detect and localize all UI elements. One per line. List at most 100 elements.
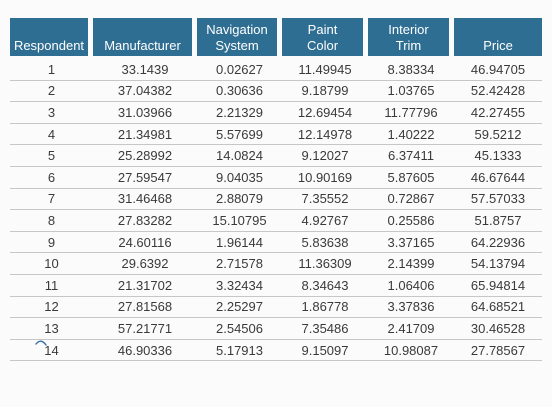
cell-navigation-system: 5.17913 <box>197 340 282 362</box>
column-header-line: System <box>215 38 259 53</box>
cell-price: 30.46528 <box>454 318 542 340</box>
cell-respondent: 12 <box>10 297 93 319</box>
cell-paint-color: 1.86778 <box>282 297 368 319</box>
cell-paint-color: 4.92767 <box>282 210 368 232</box>
cell-navigation-system: 2.71578 <box>197 253 282 275</box>
cell-interior-trim: 5.87605 <box>368 167 454 189</box>
table-row: 11 21.31702 3.32434 8.34643 1.06406 65.94814 <box>10 275 542 297</box>
column-header-respondent: Respondent <box>10 18 93 56</box>
data-table-container: Respondent Manufacturer Navigation System Pa… <box>10 18 542 362</box>
table-row: 7 31.46468 2.88079 7.35552 0.72867 57.57033 <box>10 189 542 211</box>
cell-respondent: 1 <box>10 59 93 81</box>
cell-interior-trim: 2.14399 <box>368 253 454 275</box>
cell-manufacturer: 27.59547 <box>93 167 197 189</box>
cell-interior-trim: 1.03765 <box>368 81 454 103</box>
cell-interior-trim: 8.38334 <box>368 59 454 81</box>
cell-interior-trim: 0.25586 <box>368 210 454 232</box>
cell-respondent: 13 <box>10 318 93 340</box>
cell-paint-color: 7.35552 <box>282 189 368 211</box>
cell-paint-color: 9.18799 <box>282 81 368 103</box>
column-header-line: Respondent <box>13 38 85 53</box>
cell-price: 46.67644 <box>454 167 542 189</box>
cell-navigation-system: 3.32434 <box>197 275 282 297</box>
column-header-line: Manufacturer <box>104 38 181 53</box>
cell-manufacturer: 25.28992 <box>93 145 197 167</box>
cell-paint-color: 5.83638 <box>282 232 368 254</box>
cell-price: 45.1333 <box>454 145 542 167</box>
table-header: Respondent Manufacturer Navigation System Pa… <box>10 18 542 56</box>
table-row: 8 27.83282 15.10795 4.92767 0.25586 51.8757 <box>10 210 542 232</box>
cell-respondent: 2 <box>10 81 93 103</box>
cell-respondent: 5 <box>10 145 93 167</box>
cell-price: 59.5212 <box>454 124 542 146</box>
table-row: 14 46.90336 5.17913 9.15097 10.98087 27.78567 <box>10 340 542 362</box>
column-header-line: Interior <box>388 22 429 37</box>
cell-navigation-system: 5.57699 <box>197 124 282 146</box>
column-header-navigation-system: Navigation System <box>197 18 282 56</box>
cell-price: 52.42428 <box>454 81 542 103</box>
cell-navigation-system: 2.88079 <box>197 189 282 211</box>
cell-paint-color: 12.14978 <box>282 124 368 146</box>
column-header-line: Navigation <box>206 22 268 37</box>
cell-interior-trim: 3.37165 <box>368 232 454 254</box>
column-header-manufacturer: Manufacturer <box>93 18 197 56</box>
cell-interior-trim: 2.41709 <box>368 318 454 340</box>
table-row: 5 25.28992 14.0824 9.12027 6.37411 45.1333 <box>10 145 542 167</box>
cell-manufacturer: 57.21771 <box>93 318 197 340</box>
cell-interior-trim: 11.77796 <box>368 102 454 124</box>
cell-manufacturer: 31.03966 <box>93 102 197 124</box>
column-header-interior-trim: Interior Trim <box>368 18 454 56</box>
cell-navigation-system: 2.54506 <box>197 318 282 340</box>
cell-manufacturer: 31.46468 <box>93 189 197 211</box>
cell-navigation-system: 9.04035 <box>197 167 282 189</box>
cell-navigation-system: 0.02627 <box>197 59 282 81</box>
table-row: 4 21.34981 5.57699 12.14978 1.40222 59.5212 <box>10 124 542 146</box>
table-row: 2 37.04382 0.30636 9.18799 1.03765 52.42428 <box>10 81 542 103</box>
cell-interior-trim: 3.37836 <box>368 297 454 319</box>
cell-price: 64.68521 <box>454 297 542 319</box>
cell-interior-trim: 1.40222 <box>368 124 454 146</box>
table-body: 1 33.1439 0.02627 11.49945 8.38334 46.94705 2 3… <box>10 56 542 362</box>
cell-manufacturer: 46.90336 <box>93 340 197 362</box>
column-header-paint-color: Paint Color <box>282 18 368 56</box>
column-header-line: Paint <box>307 22 338 37</box>
table-row: 10 29.6392 2.71578 11.36309 2.14399 54.13794 <box>10 253 542 275</box>
cell-price: 65.94814 <box>454 275 542 297</box>
cell-respondent: 7 <box>10 189 93 211</box>
cell-navigation-system: 0.30636 <box>197 81 282 103</box>
cell-interior-trim: 6.37411 <box>368 145 454 167</box>
cell-navigation-system: 15.10795 <box>197 210 282 232</box>
cell-price: 64.22936 <box>454 232 542 254</box>
table-row: 3 31.03966 2.21329 12.69454 11.77796 42.27455 <box>10 102 542 124</box>
cell-price: 46.94705 <box>454 59 542 81</box>
table-row: 13 57.21771 2.54506 7.35486 2.41709 30.46528 <box>10 318 542 340</box>
cell-interior-trim: 0.72867 <box>368 189 454 211</box>
cell-respondent: 6 <box>10 167 93 189</box>
cell-respondent: 9 <box>10 232 93 254</box>
cell-paint-color: 11.36309 <box>282 253 368 275</box>
header-row: Respondent Manufacturer Navigation System Pa… <box>10 18 542 56</box>
cell-manufacturer: 29.6392 <box>93 253 197 275</box>
column-header-line: Color <box>306 38 339 53</box>
column-header-line: Price <box>483 38 513 53</box>
cell-paint-color: 10.90169 <box>282 167 368 189</box>
cell-manufacturer: 27.83282 <box>93 210 197 232</box>
cell-interior-trim: 10.98087 <box>368 340 454 362</box>
table-row: 6 27.59547 9.04035 10.90169 5.87605 46.67644 <box>10 167 542 189</box>
cell-manufacturer: 27.81568 <box>93 297 197 319</box>
cell-price: 51.8757 <box>454 210 542 232</box>
respondent-data-table: Respondent Manufacturer Navigation System Pa… <box>10 18 542 362</box>
cell-navigation-system: 1.96144 <box>197 232 282 254</box>
cell-price: 57.57033 <box>454 189 542 211</box>
cell-paint-color: 11.49945 <box>282 59 368 81</box>
cell-manufacturer: 21.34981 <box>93 124 197 146</box>
cell-price: 42.27455 <box>454 102 542 124</box>
cell-paint-color: 9.15097 <box>282 340 368 362</box>
cell-paint-color: 8.34643 <box>282 275 368 297</box>
table-row: 9 24.60116 1.96144 5.83638 3.37165 64.22936 <box>10 232 542 254</box>
column-header-price: Price <box>454 18 542 56</box>
cell-navigation-system: 2.21329 <box>197 102 282 124</box>
cell-paint-color: 9.12027 <box>282 145 368 167</box>
cell-paint-color: 12.69454 <box>282 102 368 124</box>
table-row: 1 33.1439 0.02627 11.49945 8.38334 46.94705 <box>10 59 542 81</box>
